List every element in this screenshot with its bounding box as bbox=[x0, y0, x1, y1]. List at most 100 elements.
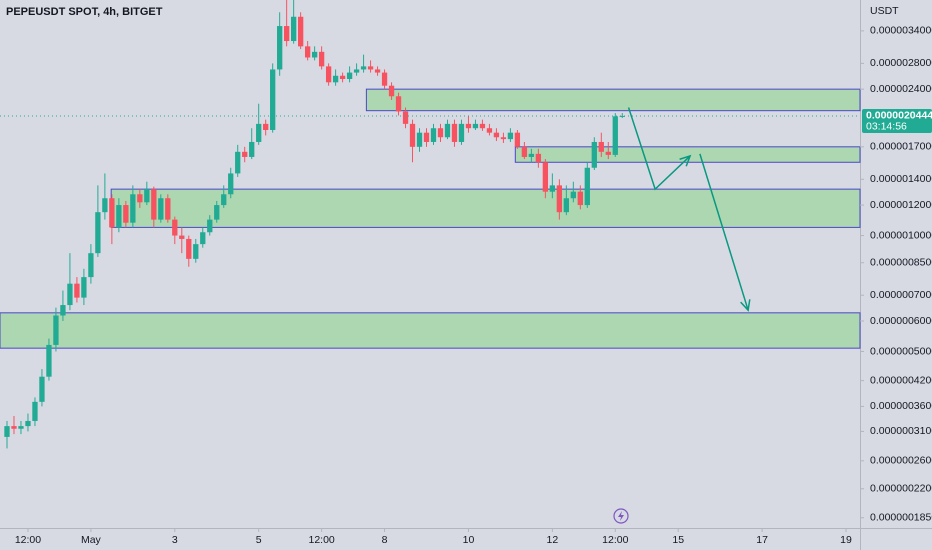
y-tick-label: 0.00000042000 bbox=[870, 374, 932, 386]
candle-body bbox=[242, 151, 248, 157]
candle-body bbox=[304, 46, 311, 58]
candle-body bbox=[444, 123, 451, 138]
candle bbox=[263, 119, 269, 136]
candle bbox=[465, 115, 472, 133]
candle bbox=[451, 119, 458, 147]
candle bbox=[270, 63, 276, 133]
candle bbox=[179, 227, 185, 254]
candle-body bbox=[39, 376, 45, 402]
bolt-icon[interactable] bbox=[613, 508, 629, 524]
candle bbox=[193, 238, 199, 263]
candle bbox=[423, 128, 430, 147]
candle-body bbox=[158, 198, 164, 220]
y-tick-label: 0.00000280000 bbox=[870, 57, 932, 69]
candle-body bbox=[130, 194, 136, 223]
candle-body bbox=[102, 198, 108, 213]
y-tick-label: 0.00000070000 bbox=[870, 289, 932, 301]
candle bbox=[570, 181, 576, 203]
candle-body bbox=[374, 69, 381, 73]
candle bbox=[332, 69, 339, 86]
candle-body bbox=[542, 162, 549, 192]
candle bbox=[542, 159, 549, 199]
candle bbox=[486, 123, 493, 136]
candle-body bbox=[507, 132, 514, 140]
candle bbox=[67, 253, 73, 311]
candle-body bbox=[144, 189, 150, 203]
candle-body bbox=[563, 198, 569, 213]
candle-body bbox=[472, 123, 479, 129]
candle bbox=[32, 397, 38, 427]
candle bbox=[430, 123, 437, 145]
candle bbox=[367, 60, 374, 73]
y-tick-label: 0.00000340000 bbox=[870, 25, 932, 37]
candle-body bbox=[88, 253, 94, 278]
zone bbox=[514, 146, 861, 163]
candle bbox=[39, 369, 45, 407]
candle bbox=[81, 268, 87, 306]
x-tick-label: 8 bbox=[382, 534, 388, 546]
candle-body bbox=[549, 185, 556, 192]
candle bbox=[388, 82, 395, 100]
candle bbox=[116, 198, 122, 233]
candle-body bbox=[479, 123, 486, 129]
y-tick-label: 0.00000085000 bbox=[870, 257, 932, 269]
candle-body bbox=[123, 205, 129, 223]
y-tick-label: 0.00000120000 bbox=[870, 199, 932, 211]
candle bbox=[277, 12, 283, 76]
candle bbox=[11, 415, 17, 435]
candle-body bbox=[186, 238, 192, 259]
candle bbox=[311, 46, 318, 61]
candle-body bbox=[430, 128, 437, 142]
candle-body bbox=[214, 205, 220, 220]
candle-body bbox=[416, 132, 423, 147]
arrow-head bbox=[740, 299, 751, 312]
candle-body bbox=[451, 123, 458, 142]
candle bbox=[479, 119, 486, 131]
candle-body bbox=[395, 96, 402, 112]
candle bbox=[207, 215, 213, 236]
candle-body bbox=[193, 244, 199, 259]
candle-body bbox=[291, 16, 297, 42]
candle bbox=[144, 181, 150, 206]
candle-body bbox=[277, 26, 283, 70]
candle bbox=[353, 63, 360, 76]
x-tick-label: 5 bbox=[256, 534, 262, 546]
candle-body bbox=[465, 123, 472, 129]
candle-body bbox=[200, 232, 206, 245]
candle-body bbox=[53, 315, 59, 345]
x-tick-label: 12:00 bbox=[308, 534, 334, 546]
chart-title: PEPEUSDT SPOT, 4h, BITGET bbox=[6, 6, 163, 18]
candle bbox=[158, 194, 164, 223]
candle bbox=[612, 113, 618, 157]
candle-body bbox=[619, 115, 625, 117]
candle-body bbox=[346, 72, 353, 80]
candle bbox=[74, 277, 80, 303]
bolt-glyph bbox=[618, 511, 624, 521]
arrow bbox=[699, 153, 749, 311]
candle bbox=[563, 185, 569, 216]
candle bbox=[535, 148, 542, 168]
candle-body bbox=[25, 420, 31, 427]
candle-body bbox=[437, 128, 444, 138]
candle bbox=[402, 107, 409, 129]
candle bbox=[284, 0, 290, 47]
zone bbox=[110, 188, 861, 228]
candle bbox=[60, 290, 66, 321]
candle-body bbox=[11, 426, 17, 429]
candle-body bbox=[493, 132, 500, 138]
zone bbox=[0, 312, 861, 349]
candle-body bbox=[116, 205, 122, 228]
candle-body bbox=[172, 219, 178, 236]
y-tick-label: 0.00000140000 bbox=[870, 173, 932, 185]
candle-body bbox=[311, 51, 318, 58]
candle bbox=[556, 179, 563, 220]
candle-body bbox=[591, 141, 597, 168]
candle bbox=[605, 141, 611, 160]
candle-body bbox=[409, 123, 416, 147]
candle bbox=[528, 148, 535, 163]
candle bbox=[200, 227, 206, 248]
candle-body bbox=[570, 191, 576, 199]
candle bbox=[53, 307, 59, 352]
candle-body bbox=[423, 132, 430, 142]
